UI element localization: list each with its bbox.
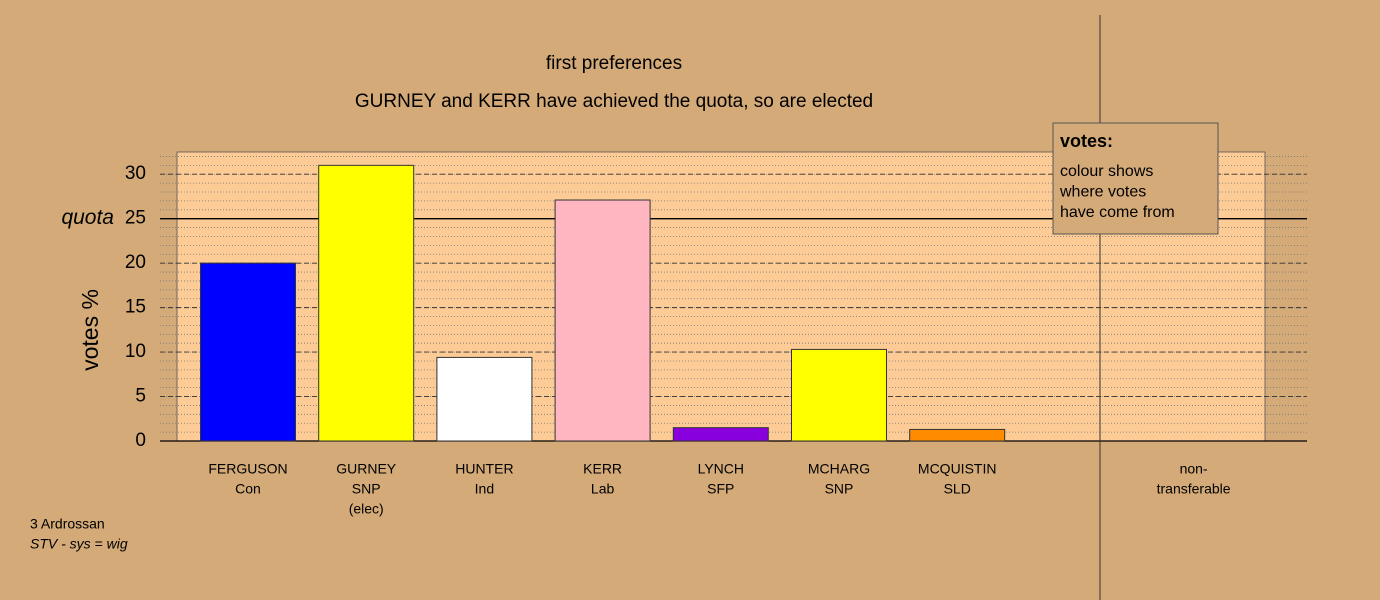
bar xyxy=(672,427,769,442)
x-tick-label: LYNCH xyxy=(698,461,744,477)
y-tick-label: 0 xyxy=(135,430,146,451)
x-tick-label: transferable xyxy=(1157,481,1231,497)
bar xyxy=(436,356,533,442)
legend-text: colour shows xyxy=(1060,163,1153,180)
x-tick-label: SNP xyxy=(352,481,381,497)
y-tick-label: 25 xyxy=(125,208,146,229)
x-tick-label: MCQUISTIN xyxy=(918,461,997,477)
x-tick-label: SNP xyxy=(825,481,854,497)
chart-subtitle: GURNEY and KERR have achieved the quota,… xyxy=(355,91,873,112)
footer-text: STV - sys = wig xyxy=(30,536,128,552)
legend-text: where votes xyxy=(1059,184,1146,201)
legend-text: have come from xyxy=(1060,204,1175,221)
y-tick-label: 10 xyxy=(125,341,146,362)
bar xyxy=(791,348,887,442)
y-axis-label: votes % xyxy=(77,289,103,371)
y-tick-label: 5 xyxy=(135,386,146,407)
quota-label: quota xyxy=(61,206,114,229)
x-tick-label: (elec) xyxy=(349,501,384,517)
x-tick-label: HUNTER xyxy=(455,461,513,477)
bar xyxy=(200,262,296,442)
x-tick-label: Con xyxy=(235,481,261,497)
legend-title: votes: xyxy=(1060,131,1113,151)
legend-box xyxy=(1052,122,1219,235)
x-tick-label: SLD xyxy=(944,481,971,497)
bar xyxy=(554,199,651,442)
y-tick-label: 30 xyxy=(125,163,146,184)
footer-text: 3 Ardrossan xyxy=(30,516,105,532)
x-tick-label: GURNEY xyxy=(336,461,397,477)
x-tick-label: SFP xyxy=(707,481,734,497)
chart-title: first preferences xyxy=(546,53,682,74)
x-tick-label: MCHARG xyxy=(808,461,870,477)
y-tick-label: 15 xyxy=(125,297,146,318)
bar xyxy=(318,164,415,442)
x-tick-label: non- xyxy=(1180,461,1208,477)
x-tick-label: Lab xyxy=(591,481,615,497)
x-tick-label: Ind xyxy=(475,481,494,497)
bar xyxy=(909,428,1006,442)
x-tick-label: KERR xyxy=(583,461,622,477)
y-tick-label: 20 xyxy=(125,252,146,273)
x-tick-label: FERGUSON xyxy=(208,461,287,477)
